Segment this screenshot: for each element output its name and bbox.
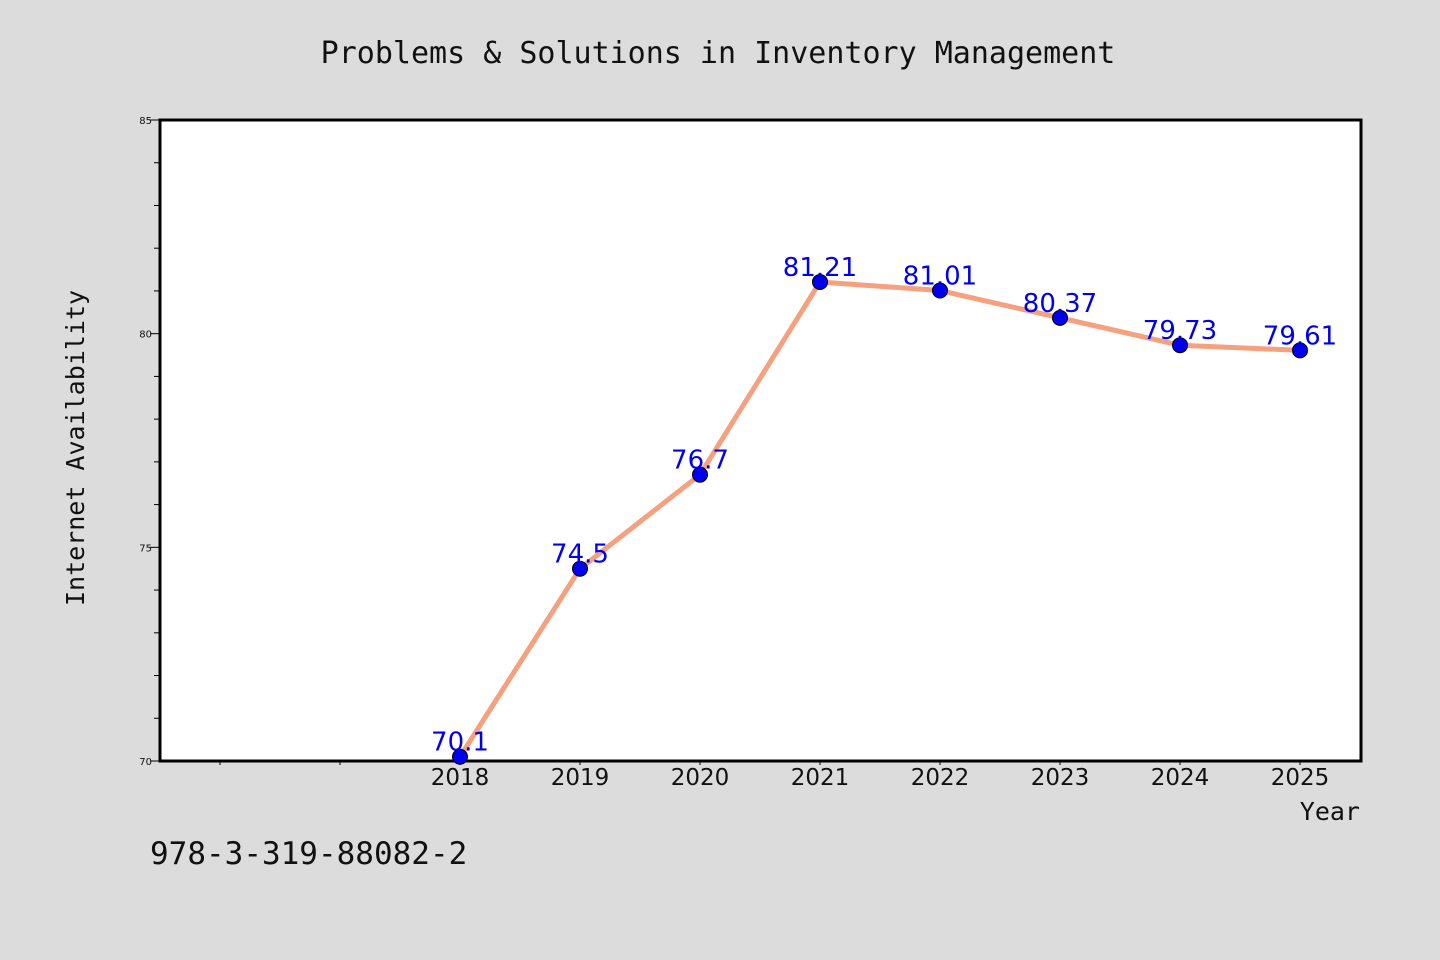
y-tick-label: 70 xyxy=(139,757,152,768)
x-tick-label: 2024 xyxy=(1151,765,1210,791)
data-point xyxy=(1172,337,1188,354)
data-label: 79.73 xyxy=(1143,316,1217,346)
x-axis-ticks: 2018 2019 2020 2021 2022 2023 2024 2025 xyxy=(219,761,1330,791)
x-axis-label: Year xyxy=(1300,797,1360,826)
data-label: 79.61 xyxy=(1263,321,1337,351)
data-label: 70.1 xyxy=(431,728,489,758)
data-point xyxy=(932,282,948,299)
y-tick-label: 85 xyxy=(139,116,152,127)
chart-title: Problems & Solutions in Inventory Manage… xyxy=(321,36,1116,71)
x-tick-label: 2023 xyxy=(1031,765,1090,791)
y-tick-label: 75 xyxy=(139,543,152,554)
data-point xyxy=(572,560,588,577)
data-point xyxy=(812,273,828,290)
data-point xyxy=(452,748,468,765)
x-tick-label: 2018 xyxy=(431,765,490,791)
data-label: 81.01 xyxy=(903,262,977,292)
y-tick-label: 80 xyxy=(139,330,152,341)
x-tick-label: 2021 xyxy=(791,765,850,791)
x-tick-label: 2020 xyxy=(671,765,730,791)
data-point xyxy=(692,466,708,483)
data-label: 76.7 xyxy=(671,446,729,476)
data-label: 81.21 xyxy=(783,253,857,283)
x-tick-label: 2019 xyxy=(551,765,610,791)
y-axis-ticks: 70 75 80 85 xyxy=(139,116,160,768)
series-layer: 70.1 74.5 76.7 81.21 81.01 80.37 79.73 79.61 xyxy=(431,253,1337,765)
data-label: 74.5 xyxy=(551,540,609,570)
series-line xyxy=(457,279,1303,760)
x-tick-label: 2025 xyxy=(1271,765,1330,791)
data-label: 80.37 xyxy=(1023,289,1097,319)
plot-area xyxy=(158,118,1363,763)
isbn-text: 978-3-319-88082-2 xyxy=(150,836,467,872)
data-point xyxy=(1292,342,1308,359)
y-axis-label: Internet Availability xyxy=(61,290,90,606)
data-point xyxy=(1052,309,1068,326)
x-tick-label: 2022 xyxy=(911,765,970,791)
